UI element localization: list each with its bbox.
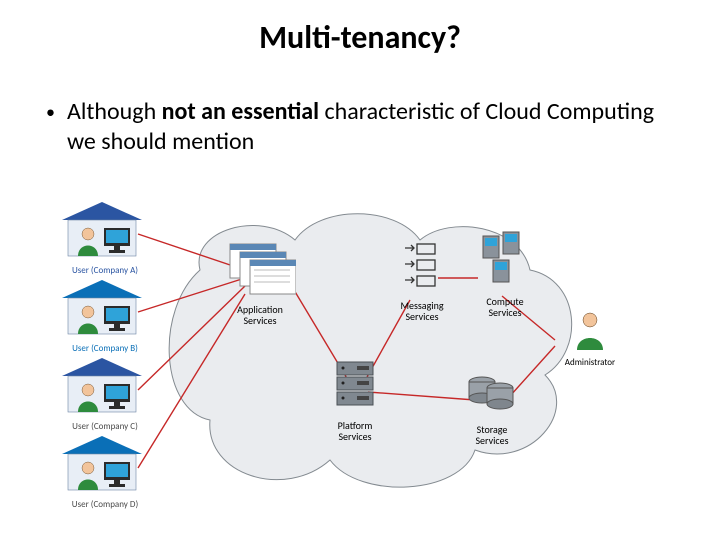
bullet-text: • Although not an essential characterist… [0, 57, 720, 157]
queue-icon [405, 244, 435, 286]
user-company-b: User (Company B) [60, 278, 150, 354]
multitenancy-diagram: User (Company A) User (Company B) User (Co… [60, 200, 620, 520]
user-label: User (Company C) [60, 421, 150, 432]
user-company-c: User (Company C) [60, 356, 150, 432]
admin-label: Administrator [560, 357, 620, 368]
disk-stack-icon [469, 377, 513, 409]
user-label: User (Company B) [60, 343, 150, 354]
user-label: User (Company A) [60, 265, 150, 276]
messaging-label2: Services [405, 310, 438, 323]
messaging-services: MessagingServices [390, 240, 454, 322]
bullet-pre: Although [67, 97, 162, 126]
platform-services: PlatformServices [320, 360, 390, 442]
house-icon [62, 280, 142, 334]
user-label: User (Company D) [60, 499, 150, 510]
bullet-marker: • [46, 97, 67, 157]
slide-title: Multi-tenancy? [0, 0, 720, 57]
house-icon [62, 202, 142, 256]
platform-label2: Services [338, 430, 371, 443]
bullet-bold: not an essential [162, 97, 325, 126]
house-icon [62, 358, 142, 412]
house-icon [62, 436, 142, 490]
storage-services: StorageServices [460, 370, 524, 446]
server-stack-icon [337, 362, 373, 405]
compute-label2: Services [488, 306, 521, 319]
app-windows-icon [230, 244, 296, 294]
administrator: Administrator [560, 310, 620, 368]
application-services: ApplicationServices [220, 240, 300, 326]
user-company-d: User (Company D) [60, 434, 150, 510]
compute-nodes-icon [483, 232, 519, 282]
person-icon [577, 313, 603, 350]
application-label2: Services [243, 314, 276, 327]
user-company-a: User (Company A) [60, 200, 150, 276]
storage-label2: Services [475, 434, 508, 447]
compute-services: ComputeServices [475, 230, 535, 318]
